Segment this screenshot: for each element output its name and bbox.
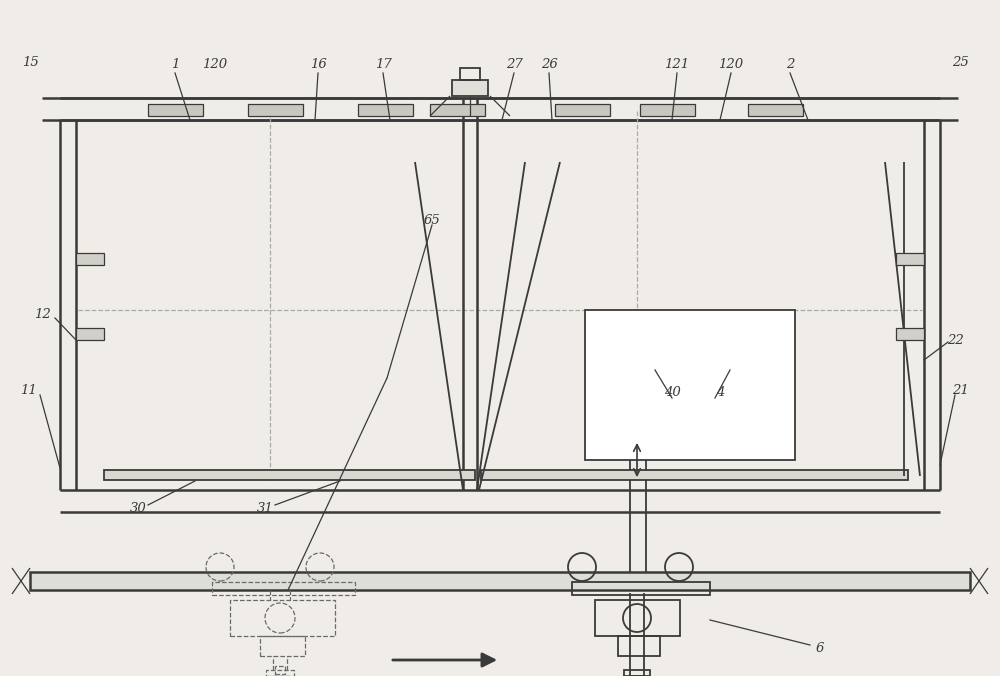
Bar [76, 253, 104, 265]
Text: 121: 121 [664, 59, 690, 72]
Bar [452, 80, 488, 96]
Bar [148, 104, 203, 116]
Text: 11: 11 [20, 383, 36, 397]
Text: 6: 6 [816, 642, 824, 654]
Bar [481, 470, 908, 480]
Bar [624, 670, 650, 676]
Bar [430, 104, 485, 116]
Text: 31: 31 [257, 502, 273, 514]
Text: 16: 16 [310, 59, 326, 72]
Bar [358, 104, 413, 116]
Text: 21: 21 [952, 383, 968, 397]
Text: 25: 25 [952, 55, 968, 68]
Bar [30, 572, 970, 590]
Text: 22: 22 [947, 333, 963, 347]
Bar [896, 328, 924, 340]
Text: 2: 2 [786, 59, 794, 72]
Bar [76, 328, 104, 340]
Bar [275, 666, 285, 674]
Text: 17: 17 [375, 59, 391, 72]
Bar [260, 636, 305, 656]
Text: 27: 27 [506, 59, 522, 72]
Bar [460, 68, 480, 80]
Text: 120: 120 [718, 59, 744, 72]
Bar [585, 310, 795, 460]
Bar [230, 600, 335, 636]
Bar [248, 104, 303, 116]
Bar [104, 470, 475, 480]
Text: 1: 1 [171, 59, 179, 72]
Text: 4: 4 [716, 387, 724, 400]
Bar [572, 582, 710, 595]
Bar [595, 600, 680, 636]
Bar [618, 636, 660, 656]
Text: 12: 12 [34, 308, 50, 322]
Text: 26: 26 [541, 59, 557, 72]
Bar [212, 582, 355, 595]
Bar [640, 104, 695, 116]
Bar [555, 104, 610, 116]
Text: 40: 40 [664, 387, 680, 400]
Text: 120: 120 [202, 59, 228, 72]
Bar [748, 104, 803, 116]
Text: 15: 15 [22, 55, 38, 68]
Text: 65: 65 [424, 214, 440, 226]
Text: 30: 30 [130, 502, 146, 514]
Bar [896, 253, 924, 265]
Bar [266, 670, 294, 676]
